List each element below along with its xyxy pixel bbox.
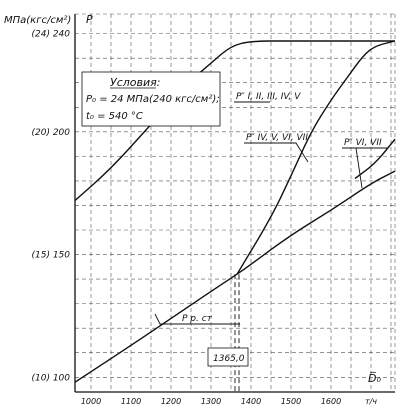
- x-tick-label: т/ч: [365, 397, 377, 406]
- y-tick-label: (20) 200: [31, 128, 70, 138]
- leader-series-3: [342, 147, 388, 189]
- leader-series-2: [244, 142, 309, 163]
- series-line-3: [354, 138, 396, 180]
- x-tick-label: 1600: [321, 397, 341, 406]
- x-tick-label: 1400: [241, 397, 261, 406]
- leader-series-4: [154, 313, 240, 325]
- y-tick-label: (15) 150: [31, 251, 70, 261]
- tick-labels: 1000 1100 1200 1300 1400 1500 1600 т/ч (10) 100 (…: [31, 30, 377, 406]
- series-label-3: P″ VI, VII: [344, 138, 382, 148]
- y-axis-units: МПа(кгс/см²): [4, 15, 71, 26]
- series-line-1: [74, 40, 395, 202]
- x-tick-label: 1200: [161, 397, 181, 406]
- series-label-1: P″ I, II, III, IV, V: [236, 92, 301, 102]
- x-axis-symbol: D̅₀: [368, 372, 381, 385]
- conditions-line2: t₀ = 540 °C: [86, 111, 143, 122]
- axes: [74, 14, 395, 393]
- conditions-box: Условия: P₀ = 24 МПа(240 кгс/см²); t₀ = …: [81, 71, 221, 127]
- annotation-frame: [207, 347, 249, 367]
- grid: [75, 13, 396, 392]
- y-axis-symbol: P: [86, 13, 93, 26]
- y-tick-label: (10) 100: [31, 373, 70, 383]
- conditions-title: Условия:: [110, 76, 160, 89]
- series-line-4: [74, 170, 396, 383]
- series-label-4: P р. ст: [182, 314, 213, 324]
- x-tick-label: 1300: [201, 397, 221, 406]
- y-tick-label: (24) 240: [31, 30, 70, 40]
- x-tick-label: 1100: [121, 397, 141, 406]
- series-line-2: [236, 40, 396, 275]
- annotation-1365: 1365,0: [207, 347, 249, 367]
- series-group: [74, 40, 396, 392]
- conditions-frame: [81, 71, 221, 127]
- series-label-2: P″ IV, V, VI, VII: [246, 133, 308, 143]
- conditions-line1: P₀ = 24 МПа(240 кгс/см²);: [86, 94, 220, 105]
- x-tick-label: 1500: [281, 397, 301, 406]
- annotation-label: 1365,0: [213, 354, 245, 364]
- x-tick-label: 1000: [81, 397, 101, 406]
